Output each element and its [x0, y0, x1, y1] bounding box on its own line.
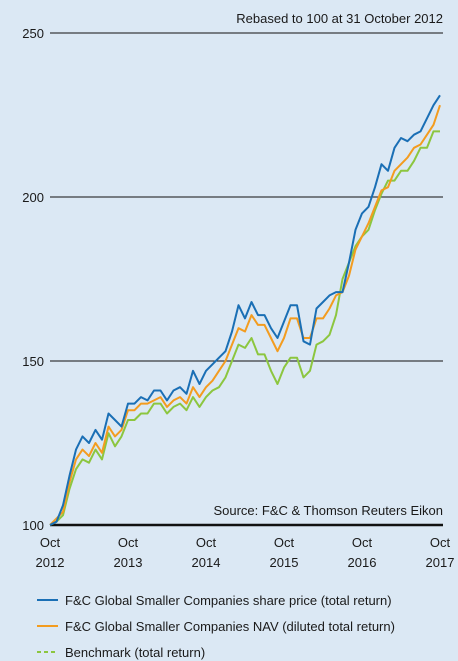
- y-tick-label: 100: [22, 518, 44, 533]
- legend-label: Benchmark (total return): [65, 645, 205, 660]
- series-line: [49, 94, 441, 526]
- x-tick-label: Oct 2017: [426, 535, 455, 570]
- x-tick-label: Oct 2016: [348, 535, 377, 570]
- x-tick-label: Oct 2013: [114, 535, 143, 570]
- y-tick-label: 200: [22, 190, 44, 205]
- legend-label: F&C Global Smaller Companies NAV (dilute…: [65, 619, 395, 634]
- y-tick-label: 150: [22, 354, 44, 369]
- y-tick-label: 250: [22, 26, 44, 41]
- annotation: Rebased to 100 at 31 October 2012: [236, 11, 443, 26]
- annotation: Source: F&C & Thomson Reuters Eikon: [213, 503, 443, 518]
- legend-label: F&C Global Smaller Companies share price…: [65, 593, 392, 608]
- x-tick-label: Oct 2014: [192, 535, 221, 570]
- x-tick-label: Oct 2015: [270, 535, 299, 570]
- series-line: [49, 104, 441, 526]
- series-line: [49, 130, 440, 526]
- x-tick-label: Oct 2012: [36, 535, 65, 570]
